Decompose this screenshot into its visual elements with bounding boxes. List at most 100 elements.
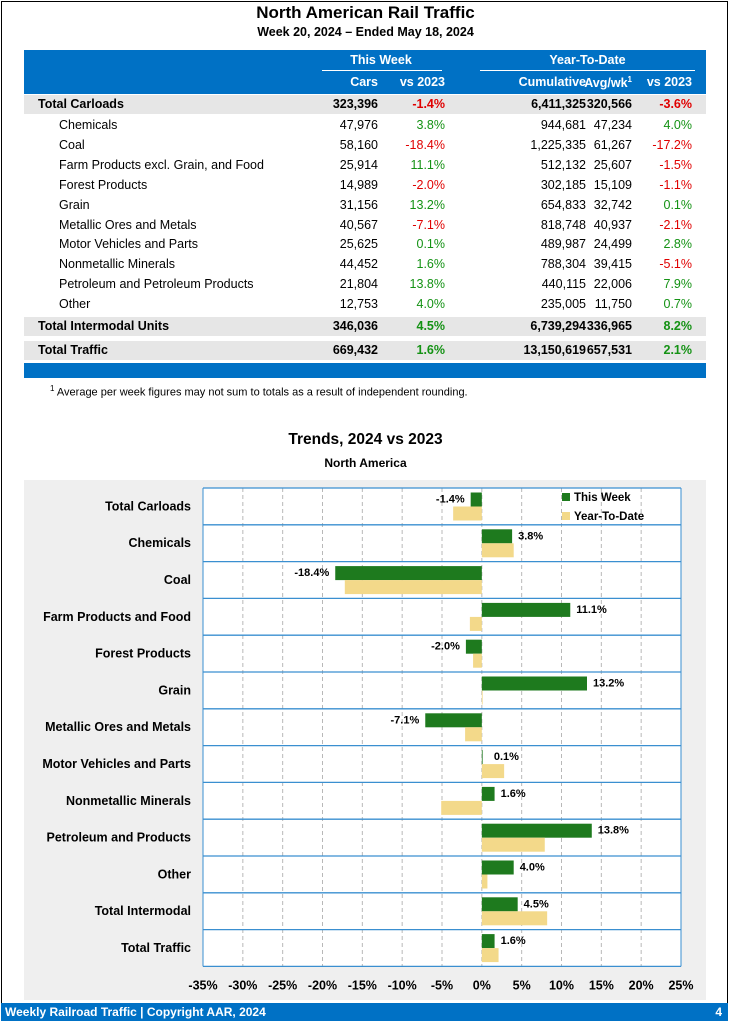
cell-ytd-pct: -2.1%	[659, 218, 692, 232]
cell-wk-pct: 4.0%	[416, 297, 446, 311]
cell-cars: 323,396	[332, 97, 378, 111]
bar-this-week	[465, 639, 482, 654]
bar-ytd	[481, 874, 488, 889]
cell-cars: 47,976	[339, 118, 378, 132]
table-header: This Week Year-To-Date Cars vs 2023 Cumu…	[24, 50, 706, 94]
x-tick-label: -10%	[388, 978, 417, 992]
cell-avg: 24,499	[593, 237, 632, 251]
row-label: Metallic Ores and Metals	[59, 218, 197, 232]
cell-avg: 657,531	[586, 343, 632, 357]
bar-this-week	[481, 823, 592, 838]
col-header-cumulative: Cumulative	[518, 75, 586, 89]
table-row: Chemicals 47,976 3.8% 944,681 47,234 4.0%	[24, 116, 706, 135]
data-label: -7.1%	[391, 714, 420, 726]
cell-cum: 512,132	[540, 158, 586, 172]
cell-ytd-pct: 8.2%	[663, 319, 693, 333]
cell-ytd-pct: 7.9%	[663, 277, 693, 291]
row-label: Nonmetallic Minerals	[59, 257, 176, 271]
bar-chart: Total Carloads -1.4% Chemicals 3.8% Coal -18.…	[42, 487, 694, 992]
table-bottom-bar	[24, 363, 706, 378]
row-label: Chemicals	[59, 118, 118, 132]
cell-cars: 25,914	[339, 158, 378, 172]
cell-avg: 336,965	[586, 319, 632, 333]
cell-ytd-pct: -1.1%	[659, 178, 692, 192]
chart-area: Total Carloads -1.4% Chemicals 3.8% Coal -18.…	[24, 480, 706, 1000]
row-label: Grain	[59, 198, 90, 212]
category-label: Motor Vehicles and Parts	[42, 757, 191, 771]
cell-cars: 12,753	[339, 297, 378, 311]
bar-this-week	[481, 860, 514, 875]
row-label: Motor Vehicles and Parts	[59, 237, 198, 251]
table-row: Total Carloads 323,396 -1.4% 6,411,325 320,5…	[24, 95, 706, 114]
cell-avg: 61,267	[593, 138, 632, 152]
page-number: 4	[715, 1005, 722, 1019]
group-underline	[322, 70, 442, 71]
x-tick-label: 25%	[668, 978, 693, 992]
cell-cum: 654,833	[540, 198, 586, 212]
bar-this-week	[481, 676, 587, 691]
col-header-vs2023-week: vs 2023	[399, 75, 445, 89]
page-subtitle: Week 20, 2024 – Ended May 18, 2024	[257, 25, 474, 39]
cell-cars: 40,567	[339, 218, 378, 232]
cell-ytd-pct: -1.5%	[659, 158, 692, 172]
cell-wk-pct: -1.4%	[412, 97, 445, 111]
category-label: Metallic Ores and Metals	[45, 720, 191, 734]
footnote-text: Average per week figures may not sum to …	[56, 386, 468, 399]
bar-this-week	[481, 602, 571, 617]
bar-ytd	[481, 911, 548, 926]
cell-cars: 58,160	[339, 138, 378, 152]
bar-ytd	[481, 543, 514, 558]
bar-this-week	[335, 566, 482, 581]
cell-wk-pct: 11.1%	[410, 158, 445, 172]
x-tick-label: -25%	[268, 978, 297, 992]
table-row: Petroleum and Petroleum Products 21,804 13…	[24, 275, 706, 294]
row-label: Total Intermodal Units	[38, 319, 170, 333]
footnote: 1 Average per week figures may not sum t…	[50, 384, 468, 399]
table-row: Total Intermodal Units 346,036 4.5% 6,739,2…	[24, 317, 706, 336]
legend-swatch-ytd	[562, 512, 570, 520]
cell-cars: 25,625	[339, 237, 378, 251]
category-label: Farm Products and Food	[43, 610, 191, 624]
page-title: North American Rail Traffic	[256, 3, 475, 22]
cell-cum: 302,185	[540, 178, 586, 192]
cell-ytd-pct: 2.8%	[663, 237, 693, 251]
category-label: Nonmetallic Minerals	[66, 794, 191, 808]
bar-ytd	[473, 653, 482, 668]
cell-wk-pct: -18.4%	[405, 138, 445, 152]
data-label: 0.1%	[494, 751, 519, 763]
cell-avg: 39,415	[593, 257, 632, 271]
x-tick-label: 5%	[513, 978, 531, 992]
col-header-avgwk-sup: 1	[627, 75, 632, 84]
cell-wk-pct: -7.1%	[412, 218, 445, 232]
col-header-avgwk-label: Avg/wk	[584, 76, 628, 91]
table-row: Nonmetallic Minerals 44,452 1.6% 788,304 39,…	[24, 255, 706, 274]
col-header-avgwk: Avg/wk1	[584, 75, 632, 90]
table-row: Metallic Ores and Metals 40,567 -7.1% 818,7…	[24, 216, 706, 235]
category-label: Other	[158, 867, 191, 881]
chart-subtitle: North America	[324, 456, 407, 470]
bar-this-week	[425, 713, 482, 728]
data-label: 4.0%	[520, 862, 545, 874]
category-label: Forest Products	[95, 647, 191, 661]
cell-cars: 14,989	[339, 178, 378, 192]
table-row: Total Traffic 669,432 1.6% 13,150,619 657,53…	[24, 341, 706, 360]
category-label: Total Traffic	[121, 941, 191, 955]
table-row: Forest Products 14,989 -2.0% 302,185 15,109 -…	[24, 176, 706, 195]
chart-title: Trends, 2024 vs 2023	[288, 431, 443, 448]
table-row: Grain 31,156 13.2% 654,833 32,742 0.1%	[24, 196, 706, 215]
category-label: Grain	[158, 683, 191, 697]
data-label: 13.8%	[598, 825, 629, 837]
cell-wk-pct: 3.8%	[416, 118, 446, 132]
cell-cum: 489,987	[540, 237, 586, 251]
bar-ytd	[441, 800, 482, 815]
bar-this-week	[481, 786, 495, 801]
row-label: Other	[59, 297, 91, 311]
cell-cum: 235,005	[540, 297, 586, 311]
row-label: Coal	[59, 138, 85, 152]
cell-cars: 21,804	[339, 277, 378, 291]
group-underline	[480, 70, 695, 71]
category-label: Petroleum and Products	[47, 831, 192, 845]
cell-cum: 440,115	[541, 277, 586, 291]
bar-ytd	[344, 580, 482, 595]
cell-avg: 11,750	[594, 297, 632, 311]
